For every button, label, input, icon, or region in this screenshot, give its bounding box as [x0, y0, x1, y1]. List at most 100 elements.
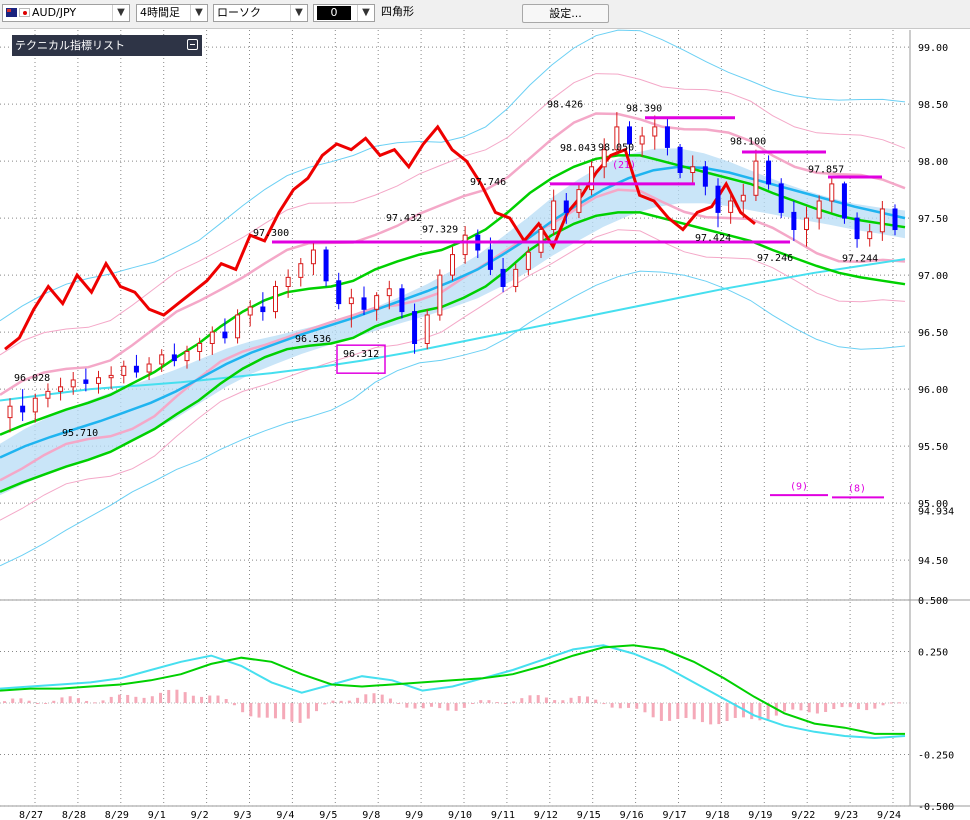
candle-body — [121, 365, 127, 376]
date-label: 8/27 — [19, 810, 43, 820]
currency-pair-value: AUD/JPY — [32, 6, 77, 19]
candle-body — [462, 234, 468, 256]
price-annotation: 97.746 — [470, 177, 506, 188]
date-label: 9/2 — [191, 810, 209, 820]
histogram-bar — [52, 700, 56, 703]
date-label: 9/8 — [362, 810, 380, 820]
chevron-down-icon[interactable]: ▼ — [290, 5, 307, 21]
histogram-bar — [503, 703, 507, 704]
candle-body — [159, 354, 165, 365]
price-annotation: 98.426 — [547, 100, 583, 111]
price-annotation: 97.424 — [695, 233, 731, 244]
histogram-bar — [224, 699, 228, 703]
histogram-bar — [684, 703, 688, 718]
price-annotation: 96.028 — [14, 373, 50, 384]
price-annotation: 98.390 — [626, 104, 662, 115]
count-label: (8) — [848, 484, 866, 495]
histogram-bar — [479, 700, 483, 703]
histogram-bar — [183, 692, 187, 703]
color-select[interactable]: 0 ▼ — [313, 4, 375, 22]
histogram-bar — [331, 700, 335, 703]
candle-body — [892, 208, 898, 230]
candle-body — [7, 405, 13, 419]
histogram-bar — [733, 703, 737, 718]
candle-body — [601, 149, 607, 168]
currency-pair-select[interactable]: AUD/JPY ▼ — [2, 4, 130, 22]
chart-style-select[interactable]: ローソク ▼ — [213, 4, 308, 22]
indicator-list-panel[interactable]: テクニカル指標リスト — [12, 35, 202, 56]
price-annotation: 98.100 — [730, 137, 766, 148]
histogram-bar — [93, 702, 97, 704]
long-moving-average-line — [0, 258, 906, 402]
date-label: 9/18 — [705, 810, 729, 820]
candle-body — [867, 231, 873, 240]
date-label: 9/12 — [534, 810, 558, 820]
collapse-icon[interactable] — [187, 39, 198, 50]
candle-body — [450, 254, 455, 276]
histogram-bar — [594, 699, 598, 703]
histogram-bar — [413, 703, 417, 709]
settings-button[interactable]: 設定... — [522, 4, 609, 23]
price-tick-label: 98.50 — [918, 100, 948, 111]
candle-body — [184, 350, 190, 362]
histogram-bar — [561, 700, 565, 703]
histogram-bar — [397, 703, 401, 705]
candle-body — [854, 217, 860, 240]
histogram-bar — [257, 703, 261, 718]
histogram-bar — [249, 703, 253, 717]
histogram-bar — [273, 703, 277, 719]
histogram-bar — [372, 693, 376, 703]
candle-body — [323, 249, 329, 282]
price-annotation: 98.050 — [598, 142, 634, 153]
timeframe-value: 4時間足 — [140, 6, 180, 19]
histogram-bar — [11, 698, 15, 703]
candle-body — [361, 297, 367, 310]
candle-body — [525, 251, 531, 270]
candle-body — [247, 306, 253, 316]
candle-body — [20, 405, 26, 413]
indicator-list-title: テクニカル指標リスト — [15, 39, 125, 52]
histogram-bar — [709, 703, 713, 725]
boxed-price-annotation — [336, 344, 386, 374]
histogram-bar — [388, 698, 392, 703]
candle-body — [146, 363, 152, 373]
candle-body — [639, 135, 645, 145]
timeframe-select[interactable]: 4時間足 ▼ — [136, 4, 208, 22]
chevron-down-icon[interactable]: ▼ — [190, 5, 207, 21]
price-annotation: 97.857 — [808, 164, 844, 175]
histogram-bar — [159, 692, 163, 703]
date-label: 9/23 — [834, 810, 858, 820]
histogram-bar — [824, 703, 828, 712]
histogram-bar — [109, 696, 113, 703]
candle-body — [563, 200, 569, 213]
date-label: 9/3 — [234, 810, 252, 820]
histogram-bar — [265, 703, 269, 718]
histogram-bar — [339, 700, 343, 703]
candle-body — [804, 217, 809, 231]
price-annotation: 97.329 — [422, 225, 458, 236]
histogram-bar — [35, 703, 39, 704]
histogram-bar — [356, 697, 360, 703]
histogram-bar — [643, 703, 647, 713]
chevron-down-icon[interactable]: ▼ — [112, 5, 129, 21]
histogram-bar — [429, 703, 433, 707]
macd-line — [0, 644, 906, 740]
histogram-bar — [881, 703, 885, 706]
chevron-down-icon[interactable]: ▼ — [357, 5, 374, 21]
candle-body — [500, 268, 506, 287]
candle-body — [197, 343, 203, 352]
candle-body — [222, 331, 228, 339]
candle-body — [728, 200, 734, 213]
bollinger-lower-band — [0, 229, 906, 521]
price-tick-label: 97.50 — [918, 214, 948, 225]
histogram-bar — [585, 696, 589, 703]
candle-body — [412, 311, 418, 344]
candle-body — [778, 183, 784, 213]
histogram-bar — [76, 698, 80, 703]
histogram-bar — [807, 703, 811, 713]
histogram-bar — [208, 695, 212, 703]
candle-body — [437, 274, 443, 316]
price-tick-label: 95.00 — [918, 499, 948, 510]
histogram-bar — [717, 703, 721, 725]
